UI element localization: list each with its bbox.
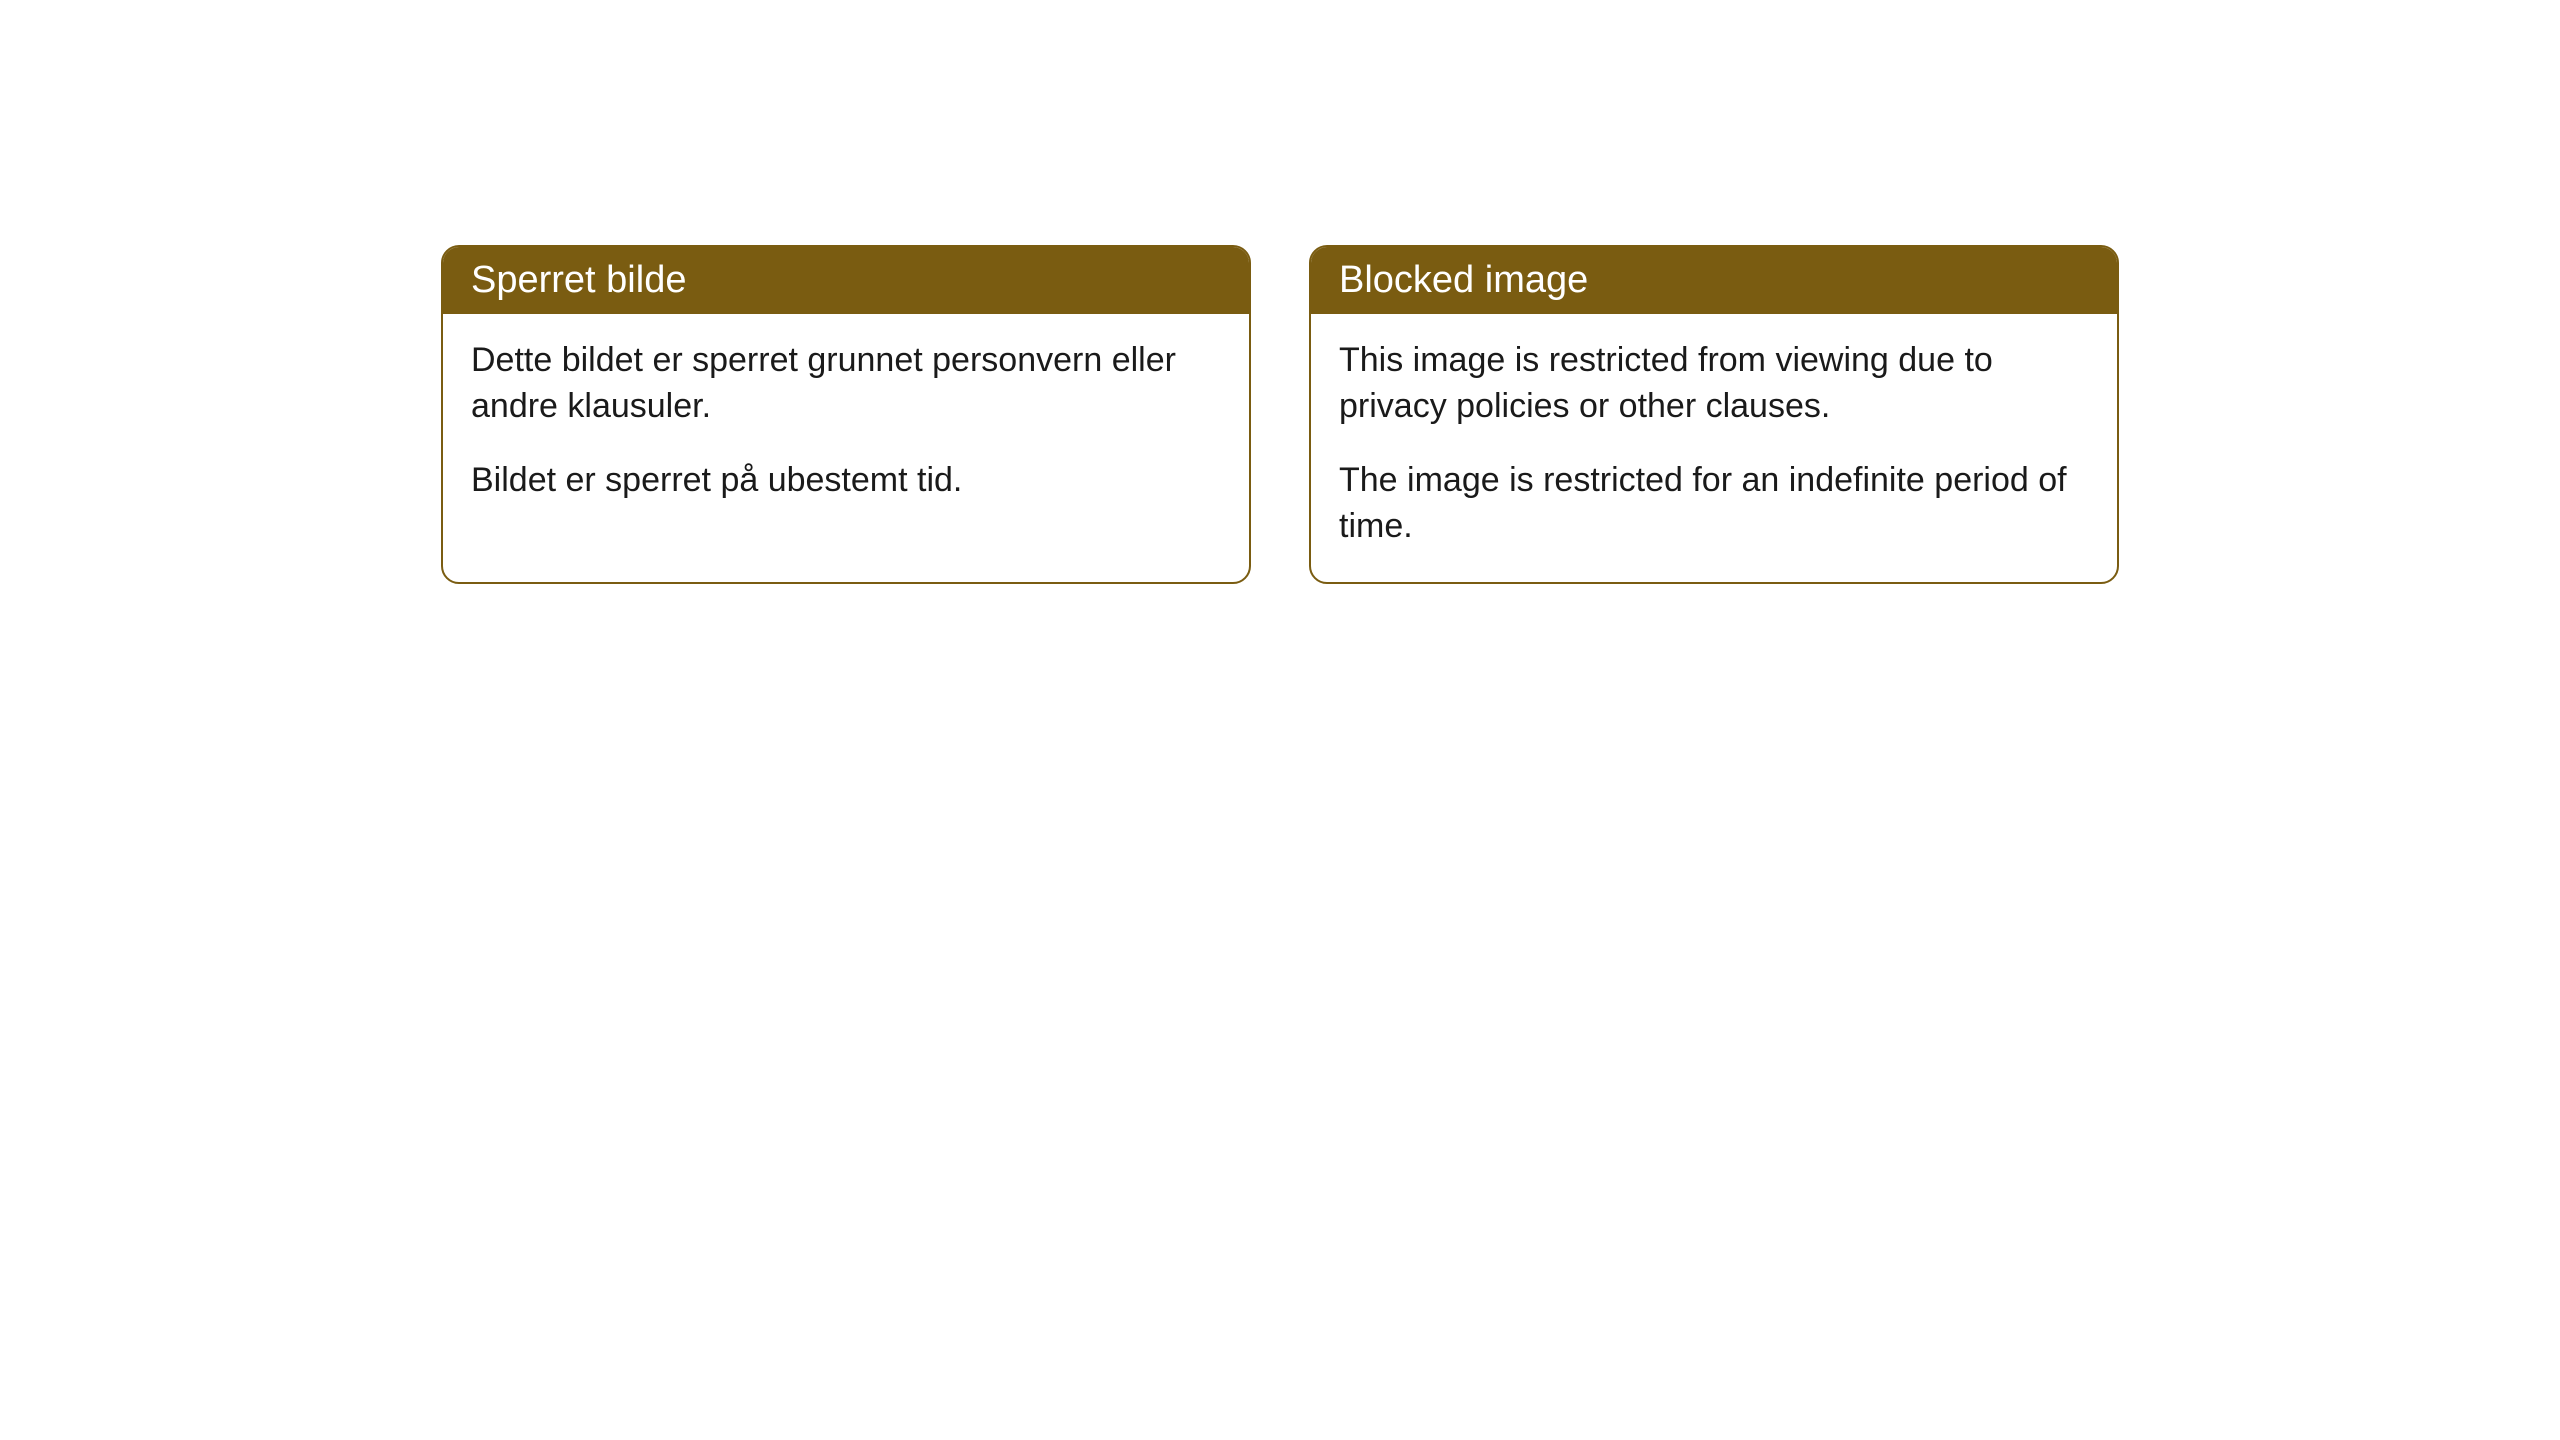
card-paragraph: Bildet er sperret på ubestemt tid.	[471, 458, 1221, 504]
card-paragraph: This image is restricted from viewing du…	[1339, 338, 2089, 430]
card-title: Sperret bilde	[471, 259, 686, 301]
card-paragraph: The image is restricted for an indefinit…	[1339, 458, 2089, 550]
card-paragraph: Dette bildet er sperret grunnet personve…	[471, 338, 1221, 430]
card-norwegian: Sperret bilde Dette bildet er sperret gr…	[441, 245, 1251, 584]
card-body-norwegian: Dette bildet er sperret grunnet personve…	[443, 314, 1249, 536]
card-header-english: Blocked image	[1311, 247, 2117, 314]
card-english: Blocked image This image is restricted f…	[1309, 245, 2119, 584]
cards-container: Sperret bilde Dette bildet er sperret gr…	[0, 245, 2560, 584]
card-header-norwegian: Sperret bilde	[443, 247, 1249, 314]
card-body-english: This image is restricted from viewing du…	[1311, 314, 2117, 582]
card-title: Blocked image	[1339, 259, 1588, 301]
